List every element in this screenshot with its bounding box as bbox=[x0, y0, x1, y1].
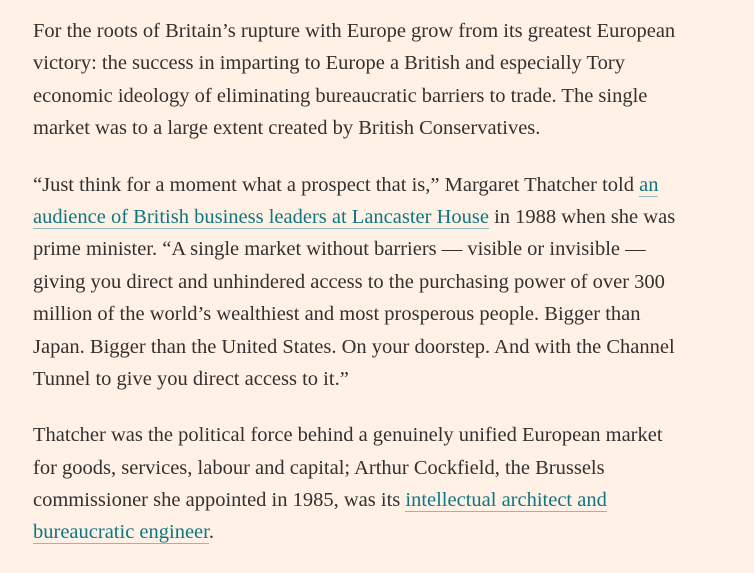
article-link[interactable]: bureaucratic engineer bbox=[33, 521, 209, 545]
article-link[interactable]: an bbox=[639, 173, 659, 197]
text-run: Thatcher was the political force behind … bbox=[33, 424, 663, 447]
text-line: economic ideology of eliminating bureauc… bbox=[33, 80, 748, 112]
text-line: victory: the success in imparting to Eur… bbox=[33, 47, 748, 79]
text-line: Japan. Bigger than the United States. On… bbox=[33, 331, 748, 363]
text-run: For the roots of Britain’s rupture with … bbox=[33, 20, 676, 42]
article-body: For the roots of Britain’s rupture with … bbox=[33, 15, 748, 573]
text-run: . bbox=[208, 521, 214, 544]
text-run: in 1988 when she was bbox=[488, 205, 676, 228]
text-line: market was to a large extent created by … bbox=[33, 112, 748, 144]
text-run: prime minister. “A single market without… bbox=[33, 238, 646, 261]
text-line: commissioner she appointed in 1985, was … bbox=[33, 484, 748, 516]
text-line: “Just think for a moment what a prospect… bbox=[33, 169, 748, 201]
text-line: for goods, services, labour and capital;… bbox=[33, 452, 748, 484]
text-run: market was to a large extent created by … bbox=[33, 117, 541, 140]
text-run: million of the world’s wealthiest and mo… bbox=[33, 303, 641, 326]
text-line: For the roots of Britain’s rupture with … bbox=[33, 15, 748, 47]
text-run: Tunnel to give you direct access to it.” bbox=[33, 367, 349, 390]
text-run: economic ideology of eliminating bureauc… bbox=[33, 84, 648, 107]
text-line: bureaucratic engineer. bbox=[33, 516, 748, 548]
page: For the roots of Britain’s rupture with … bbox=[33, 20, 676, 545]
text-run: commissioner she appointed in 1985, was … bbox=[33, 489, 406, 512]
text-line: Tunnel to give you direct access to it.” bbox=[33, 363, 748, 395]
text-line: Thatcher was the political force behind … bbox=[33, 419, 748, 451]
text-run: Japan. Bigger than the United States. On… bbox=[33, 335, 675, 358]
text-line: prime minister. “A single market without… bbox=[33, 233, 748, 265]
text-run: giving you direct and unhindered access … bbox=[33, 270, 665, 293]
text-run: “Just think for a moment what a prospect… bbox=[33, 173, 640, 196]
text-run: for goods, services, labour and capital;… bbox=[33, 456, 605, 479]
text-line: giving you direct and unhindered access … bbox=[33, 266, 748, 298]
paragraph: “Just think for a moment what a prospect… bbox=[33, 169, 748, 396]
text-line: audience of British business leaders at … bbox=[33, 201, 748, 233]
article-link[interactable]: audience of British business leaders at … bbox=[33, 205, 489, 229]
article-link[interactable]: intellectual architect and bbox=[405, 489, 607, 513]
text-line: million of the world’s wealthiest and mo… bbox=[33, 298, 748, 330]
text-run: victory: the success in imparting to Eur… bbox=[33, 52, 625, 75]
paragraph: Thatcher was the political force behind … bbox=[33, 419, 748, 549]
paragraph: For the roots of Britain’s rupture with … bbox=[33, 15, 748, 145]
